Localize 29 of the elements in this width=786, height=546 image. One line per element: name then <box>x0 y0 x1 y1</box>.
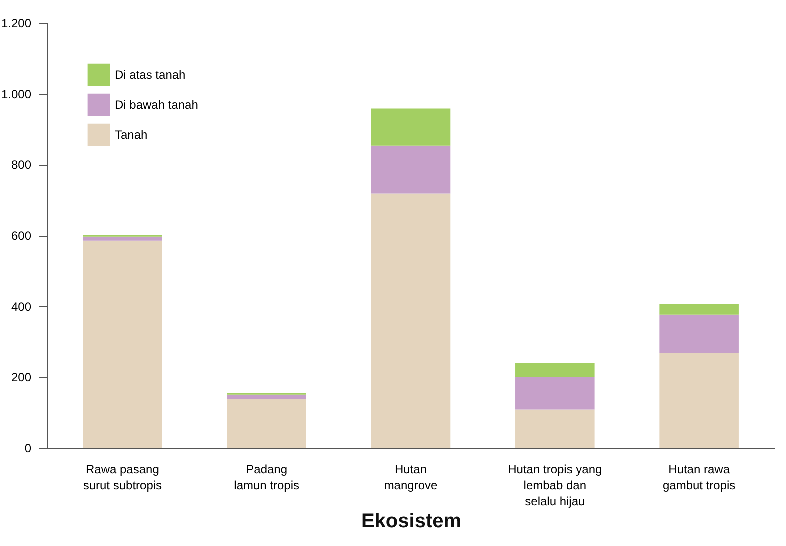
bar <box>83 236 162 241</box>
x-tick-label: Hutan mangrove <box>384 462 438 492</box>
bar <box>660 314 739 354</box>
y-tick-label: 1.200 <box>1 16 32 30</box>
legend-label: Di bawah tanah <box>115 98 198 112</box>
bar <box>660 353 739 448</box>
bar <box>516 363 595 378</box>
bar <box>660 304 739 315</box>
x-tick-label: Padang lamun tropis <box>234 462 300 492</box>
y-tick-label: 800 <box>11 158 32 172</box>
x-axis-title: Ekosistem <box>361 510 462 532</box>
y-tick-label: 400 <box>11 300 32 314</box>
y-tick-label: 1.000 <box>1 87 32 102</box>
bar <box>516 378 595 410</box>
bar <box>227 399 306 448</box>
bar <box>371 194 451 448</box>
legend-label: Di atas tanah <box>115 68 186 82</box>
bar <box>83 240 162 448</box>
y-tick-label: 600 <box>11 229 32 243</box>
bar <box>371 108 451 146</box>
x-tick-label: Hutan rawa gambut tropis <box>662 462 736 492</box>
bar <box>371 146 451 194</box>
y-tick-label: 0 <box>24 442 32 456</box>
x-tick-label: Hutan tropis yang lembab dan selalu hijau <box>508 462 602 508</box>
bar <box>516 410 595 448</box>
bar <box>227 394 306 400</box>
legend-label: Tanah <box>115 128 148 142</box>
y-tick-label: 200 <box>11 370 32 385</box>
x-tick-label: Rawa pasang surut subtropis <box>83 462 162 492</box>
